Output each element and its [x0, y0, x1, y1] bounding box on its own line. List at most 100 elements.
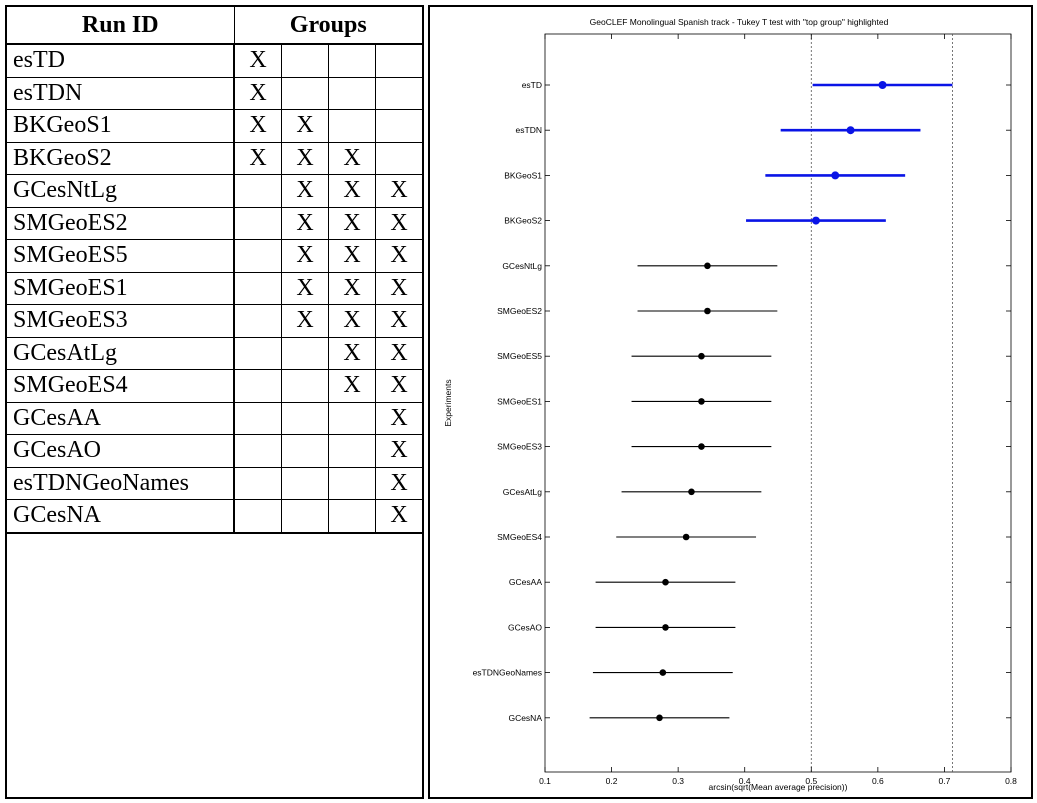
y-axis: esTD esTDN BKGeoS1 BKGeoS2 GCesNtLg SMGeoES2 S… [473, 80, 1011, 723]
run-id-cell: esTDNGeoNames [7, 466, 235, 500]
x-tick-label: 0.8 [1005, 776, 1017, 786]
group-1-cell [233, 369, 282, 403]
mean-point [846, 126, 855, 135]
table-row: esTD X [7, 43, 422, 78]
group-1-cell [233, 401, 282, 435]
group-2-cell: X [281, 174, 329, 208]
group-4-cell: X [375, 401, 422, 435]
group-1-cell [233, 239, 282, 273]
run-id-cell: GCesNtLg [7, 174, 235, 208]
group-4-cell: X [375, 174, 422, 208]
group-4-cell: X [375, 434, 422, 468]
table-row: GCesAA X [7, 401, 422, 435]
mean-point [698, 443, 705, 450]
group-4-cell: X [375, 271, 422, 305]
group-2-cell: X [281, 304, 329, 338]
y-axis-label: Experiments [443, 379, 453, 426]
run-id-cell: GCesAtLg [7, 336, 235, 370]
group-4-cell [375, 43, 422, 78]
table-row: SMGeoES5 X X X [7, 239, 422, 273]
y-tick-label: SMGeoES1 [497, 396, 542, 406]
group-2-cell: X [281, 109, 329, 143]
group-3-cell [328, 109, 376, 143]
group-4-cell: X [375, 466, 422, 500]
group-3-cell: X [328, 369, 376, 403]
run-id-cell: SMGeoES1 [7, 271, 235, 305]
group-1-cell [233, 434, 282, 468]
table-header-row: Run ID Groups [7, 7, 422, 45]
mean-point [662, 578, 669, 586]
group-2-cell [281, 76, 329, 110]
x-tick-label: 0.4 [739, 776, 751, 786]
group-4-cell: X [375, 499, 422, 534]
y-tick-label: GCesAA [509, 577, 542, 587]
mean-point [698, 352, 705, 360]
table-row: GCesAtLg X X [7, 336, 422, 370]
group-3-cell: X [328, 304, 376, 338]
group-3-cell: X [328, 239, 376, 273]
group-4-cell [375, 76, 422, 110]
group-2-cell [281, 336, 329, 370]
table-row: GCesAO X [7, 434, 422, 468]
group-3-cell [328, 466, 376, 500]
x-tick-label: 0.6 [872, 776, 884, 786]
y-tick-label: BKGeoS1 [504, 170, 542, 180]
y-tick-label: GCesAO [508, 622, 542, 632]
mean-point [704, 307, 711, 315]
mean-point [831, 171, 840, 180]
group-1-cell [233, 336, 282, 370]
y-tick-label: BKGeoS2 [504, 216, 542, 226]
y-tick-label: esTDN [516, 125, 542, 135]
group-3-cell [328, 434, 376, 468]
group-4-cell [375, 141, 422, 175]
group-3-cell: X [328, 174, 376, 208]
run-id-cell: BKGeoS2 [7, 141, 235, 175]
run-id-cell: BKGeoS1 [7, 109, 235, 143]
run-id-header: Run ID [7, 7, 235, 45]
run-id-cell: SMGeoES4 [7, 369, 235, 403]
mean-point [878, 81, 887, 89]
groups-header: Groups [233, 7, 422, 45]
group-2-cell: X [281, 239, 329, 273]
run-id-cell: GCesNA [7, 499, 235, 534]
group-1-cell [233, 499, 282, 534]
group-1-cell [233, 271, 282, 305]
mean-point [682, 533, 690, 541]
x-axis: 0.1 0.2 0.3 0.4 0.5 0.6 0.7 0.8 [539, 34, 1017, 786]
y-tick-label: SMGeoES4 [497, 532, 542, 542]
group-3-cell [328, 499, 376, 534]
group-2-cell [281, 43, 329, 78]
table-row: BKGeoS1 X X [7, 109, 422, 143]
mean-point [659, 669, 667, 676]
group-4-cell: X [375, 304, 422, 338]
group-1-cell [233, 304, 282, 338]
reference-lines [810, 34, 953, 772]
group-3-cell [328, 43, 376, 78]
table-row: GCesNA X [7, 499, 422, 534]
group-2-cell [281, 434, 329, 468]
mean-point [811, 216, 820, 225]
tukey-interval-chart: GeoCLEF Monolingual Spanish track - Tuke… [443, 17, 1017, 792]
table-row: SMGeoES3 X X X [7, 304, 422, 338]
mean-point [704, 262, 711, 270]
group-4-cell: X [375, 369, 422, 403]
table-row: GCesNtLg X X X [7, 174, 422, 208]
table-row: esTDNGeoNames X [7, 466, 422, 500]
x-tick-label: 0.1 [539, 776, 551, 786]
group-3-cell: X [328, 336, 376, 370]
chart-panel: GeoCLEF Monolingual Spanish track - Tuke… [428, 5, 1033, 799]
group-2-cell [281, 499, 329, 534]
group-3-cell [328, 401, 376, 435]
group-2-cell: X [281, 271, 329, 305]
group-2-cell [281, 369, 329, 403]
group-4-cell: X [375, 336, 422, 370]
group-4-cell: X [375, 239, 422, 273]
group-1-cell: X [233, 109, 282, 143]
run-id-cell: SMGeoES5 [7, 239, 235, 273]
group-3-cell: X [328, 271, 376, 305]
mean-point [688, 488, 695, 496]
y-tick-label: GCesNA [508, 713, 542, 723]
